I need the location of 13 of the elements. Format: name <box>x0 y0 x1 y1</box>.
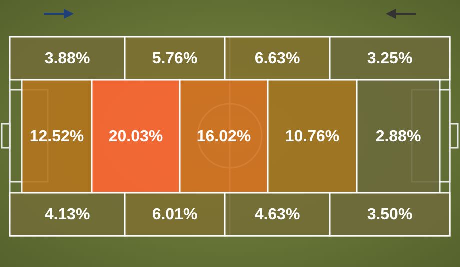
data-label: 10.76% <box>285 128 340 146</box>
data-label: 3.50% <box>367 206 413 224</box>
data-label: 5.76% <box>152 50 198 68</box>
data-label: 6.63% <box>254 50 300 68</box>
data-label: 6.01% <box>152 206 198 224</box>
data-label: 3.25% <box>367 50 413 68</box>
data-label: 16.02% <box>196 128 252 146</box>
data-label: 12.52% <box>30 128 84 146</box>
data-label: 4.63% <box>254 206 300 224</box>
data-label: 3.88% <box>44 50 90 68</box>
data-label: 4.13% <box>44 206 90 224</box>
data-label: 2.88% <box>376 128 422 146</box>
data-label: 20.03% <box>108 128 164 146</box>
